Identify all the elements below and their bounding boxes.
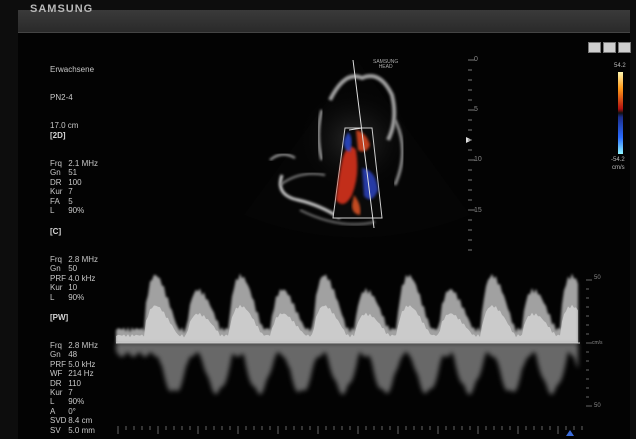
param-row: Gn 48 (50, 350, 98, 359)
param-row: SVD 8.4 cm (50, 416, 98, 425)
param-key: Gn (50, 350, 61, 360)
sweep-marker-icon (566, 430, 574, 436)
param-row: Frq 2.8 MHz (50, 341, 98, 350)
param-key: DR (50, 378, 62, 388)
velocity-unit: cm/s (592, 340, 603, 346)
depth-label: 17.0 cm (50, 121, 79, 131)
param-key: DR (50, 177, 62, 187)
param-value: 7 (66, 187, 73, 197)
brand-logo: SAMSUNG (30, 3, 94, 15)
param-key: Frq (50, 159, 62, 169)
param-key: PRF (50, 273, 66, 283)
param-key: Gn (50, 264, 61, 274)
param-row: Kur 7 (50, 388, 98, 397)
depth-tick-5: 5 (474, 106, 478, 113)
param-row: L 90% (50, 293, 98, 302)
preset-label: Erwachsene (50, 64, 95, 74)
section-pw-title: [PW] (50, 312, 69, 322)
color-velocity-bar (618, 72, 623, 154)
velocity-ruler (586, 279, 592, 407)
param-row: DR 100 (50, 178, 98, 187)
param-value: 48 (66, 350, 78, 360)
param-row: FA 5 (50, 197, 98, 206)
param-key: Frq (50, 341, 62, 351)
probe-label: PN2-4 (50, 93, 73, 103)
param-value: 7 (66, 388, 73, 398)
param-value: 5.0 kHz (66, 359, 96, 369)
param-row: DR 110 (50, 379, 98, 388)
param-key: Gn (50, 168, 61, 178)
param-value: 8.4 cm (66, 416, 93, 426)
param-row: PRF 4.0 kHz (50, 274, 98, 283)
param-value: 2.8 MHz (66, 255, 99, 265)
param-value: 50 (66, 264, 78, 274)
param-row: PRF 5.0 kHz (50, 360, 98, 369)
param-row: SV 5.0 mm (50, 426, 98, 435)
param-value: 5.0 mm (66, 425, 95, 435)
doppler-spectrum (116, 273, 580, 395)
save-icon[interactable] (618, 42, 631, 53)
velocity-tick-top: 50 (594, 275, 601, 281)
param-key: Kur (50, 187, 63, 197)
param-value: 0° (66, 406, 76, 416)
param-key: SVD (50, 416, 67, 426)
velocity-tick-bottom: 50 (594, 403, 601, 409)
param-row: Frq 2.8 MHz (50, 255, 98, 264)
color-bar-unit: cm/s (612, 165, 625, 171)
depth-tick-15: 15 (474, 207, 482, 214)
depth-ruler (468, 59, 475, 251)
param-row: Gn 51 (50, 168, 98, 177)
param-row: A 0° (50, 407, 98, 416)
param-row: Kur 10 (50, 283, 98, 292)
param-key: L (50, 292, 55, 302)
param-value: 2.1 MHz (66, 159, 99, 169)
param-key: FA (50, 196, 60, 206)
param-value: 5 (66, 196, 73, 206)
depth-tick-10: 10 (474, 156, 482, 163)
param-row: Kur 7 (50, 187, 98, 196)
depth-tick-0: 0 (474, 56, 478, 63)
section-color-title: [C] (50, 226, 62, 236)
param-value: 90% (66, 206, 85, 216)
param-key: Frq (50, 255, 62, 265)
param-key: WF (50, 369, 63, 379)
param-key: PRF (50, 359, 66, 369)
b-mode-sector (244, 59, 472, 238)
params-color: [C] Frq 2.8 MHz Gn 50 PRF 4.0 kHz Kur 10 L 9… (50, 208, 98, 302)
control-icons (588, 42, 631, 53)
param-key: Kur (50, 283, 63, 293)
title-bar (18, 10, 630, 33)
time-axis (117, 426, 583, 434)
color-bar-max: 54.2 (614, 63, 626, 69)
param-value: 51 (66, 168, 78, 178)
param-key: A (50, 406, 56, 416)
param-key: SV (50, 425, 61, 435)
param-key: L (50, 206, 55, 216)
probe-logo-icon: SAMSUNG HEAD (373, 59, 399, 70)
study-info: Erwachsene PN2-4 17.0 cm (50, 46, 94, 149)
param-key: L (50, 397, 55, 407)
param-value: 214 Hz (66, 369, 94, 379)
param-row: L 90% (50, 397, 98, 406)
param-value: 4.0 kHz (66, 273, 96, 283)
param-key: Kur (50, 388, 63, 398)
param-value: 10 (66, 283, 78, 293)
param-value: 2.8 MHz (66, 341, 99, 351)
video-icon[interactable] (603, 42, 616, 53)
param-value: 100 (66, 177, 82, 187)
section-2d-title: [2D] (50, 130, 66, 140)
param-row: L 90% (50, 206, 98, 215)
param-value: 90% (66, 397, 85, 407)
param-value: 90% (66, 292, 85, 302)
color-bar-min: -54.2 (611, 157, 625, 163)
param-row: WF 214 Hz (50, 369, 98, 378)
param-row: Gn 50 (50, 264, 98, 273)
print-icon[interactable] (588, 42, 601, 53)
param-value: 110 (66, 378, 81, 388)
param-row: Frq 2.1 MHz (50, 159, 98, 168)
params-pw: [PW] Frq 2.8 MHz Gn 48 PRF 5.0 kHz WF 214 H… (50, 294, 98, 435)
